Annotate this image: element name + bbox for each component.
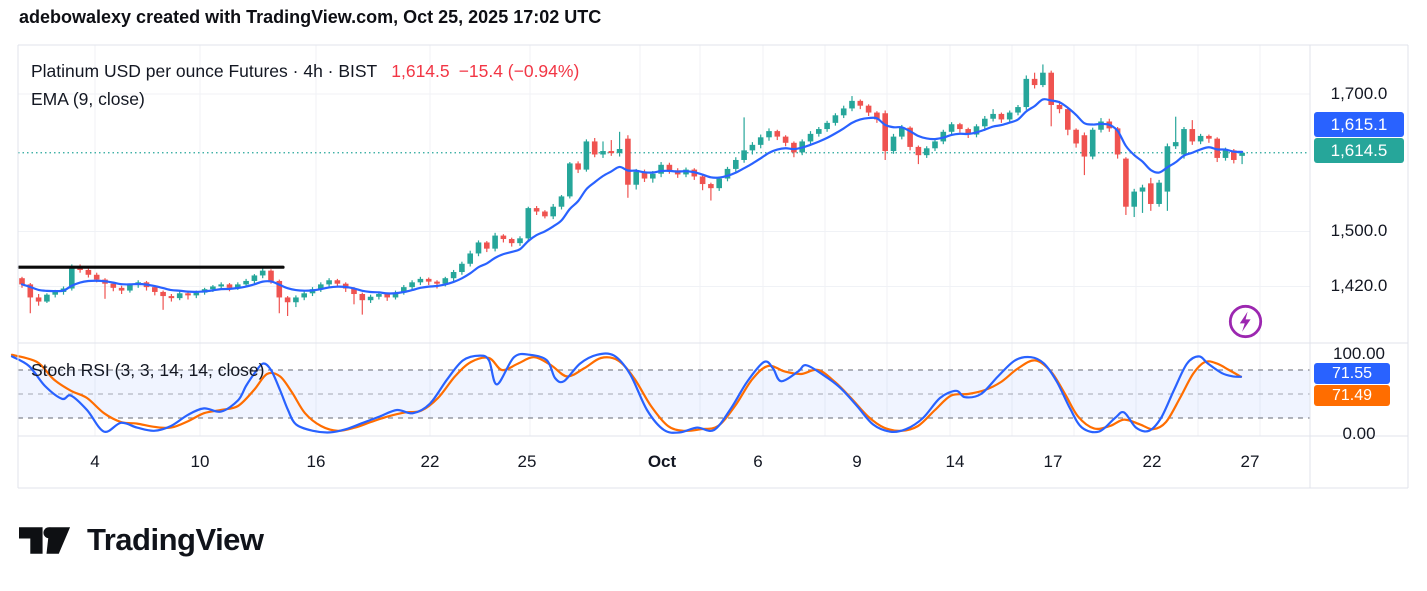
flash-button[interactable] — [1227, 303, 1264, 340]
last-price-badge: 1,614.5 — [1314, 138, 1404, 163]
attribution-text: adebowalexy created with TradingView.com… — [19, 7, 602, 27]
stoch-d-badge: 71.49 — [1314, 385, 1390, 406]
stoch-k-badge: 71.55 — [1314, 363, 1390, 384]
time-tick-label: 6 — [753, 452, 763, 471]
symbol-title: Platinum USD per ounce Futures · 4h · BI… — [31, 61, 378, 81]
ema-indicator-label: EMA (9, close) — [31, 89, 145, 109]
stoch-indicator-label: Stoch RSI (3, 3, 14, 14, close) — [31, 360, 265, 380]
tradingview-wordmark: TradingView — [87, 522, 264, 557]
time-tick-label: 10 — [190, 452, 210, 471]
ema-value-badge: 1,615.1 — [1314, 112, 1404, 137]
tradingview-logo[interactable]: TradingView — [19, 522, 264, 558]
time-tick-label: 17 — [1043, 452, 1063, 471]
lightning-icon — [1228, 304, 1263, 339]
time-tick-label: 25 — [517, 452, 537, 471]
quote-last-price: 1,614.5 — [391, 61, 450, 81]
time-tick-label: 9 — [852, 452, 862, 471]
stoch-axis-high-label: 100.00 — [1333, 344, 1385, 363]
tradingview-logo-mark-icon — [19, 526, 71, 554]
time-tick-label: 22 — [420, 452, 440, 471]
price-tick-label: 1,420.0 — [1330, 276, 1388, 296]
time-tick-label: Oct — [647, 452, 677, 471]
price-tick-label: 1,700.0 — [1330, 84, 1388, 103]
stoch-axis-low-label: 0.00 — [1342, 424, 1376, 443]
time-tick-label: 4 — [90, 452, 100, 471]
time-tick-label: 22 — [1142, 452, 1162, 471]
symbol-title-row: Platinum USD per ounce Futures · 4h · BI… — [31, 61, 579, 82]
time-tick-label: 27 — [1240, 452, 1260, 471]
price-tick-label: 1,500.0 — [1330, 221, 1388, 241]
time-tick-label: 14 — [945, 452, 965, 471]
time-tick-label: 16 — [306, 452, 326, 471]
quote-change: −15.4 (−0.94%) — [458, 61, 580, 81]
